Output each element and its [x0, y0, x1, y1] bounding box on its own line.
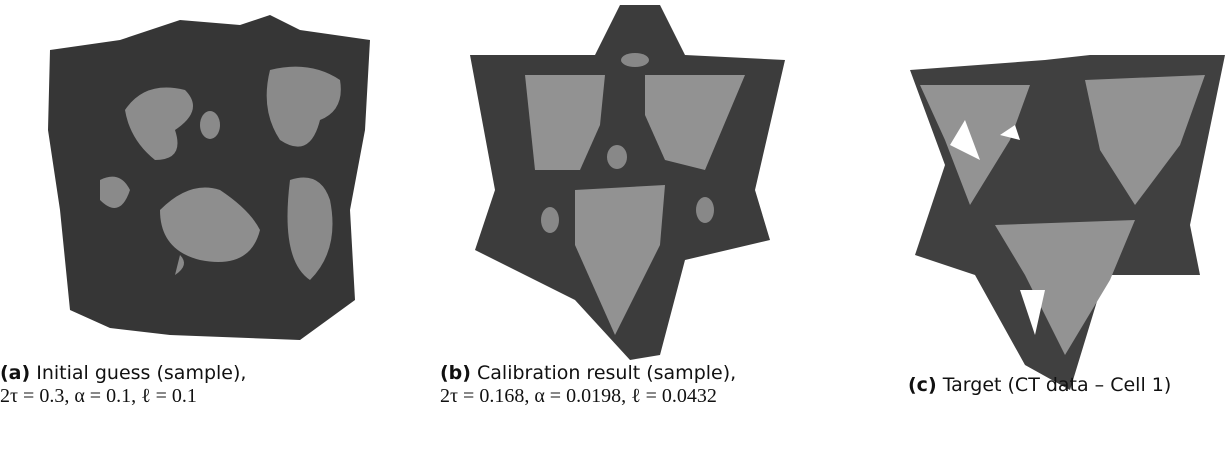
caption-text: Calibration result (sample),: [477, 362, 736, 384]
caption-a: (a) Initial guess (sample), 2τ = 0.3, α …: [0, 362, 246, 408]
figure-b-image: [455, 0, 790, 365]
figure-a-image: [40, 10, 380, 345]
caption-params: 2τ = 0.168, α = 0.0198, ℓ = 0.0432: [440, 385, 717, 407]
caption-b: (b) Calibration result (sample), 2τ = 0.…: [440, 362, 736, 408]
caption-text: Target (CT data – Cell 1): [943, 374, 1172, 396]
caption-label: (b): [440, 362, 471, 384]
figure-c-image: [905, 25, 1230, 400]
page: (a) Initial guess (sample), 2τ = 0.3, α …: [0, 0, 1232, 449]
caption-label: (a): [0, 362, 30, 384]
caption-text: Initial guess (sample),: [36, 362, 246, 384]
caption-params: 2τ = 0.3, α = 0.1, ℓ = 0.1: [0, 385, 197, 407]
caption-c: (c) Target (CT data – Cell 1): [908, 374, 1171, 397]
caption-label: (c): [908, 374, 937, 396]
